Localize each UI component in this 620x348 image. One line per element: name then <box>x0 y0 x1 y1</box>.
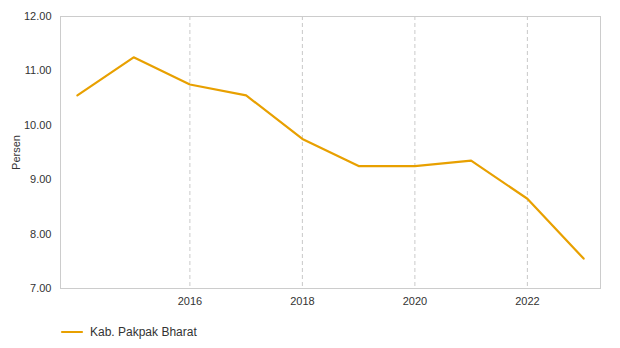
html-text:Kab. Pakpak Bharat: Kab. Pakpak Bharat <box>90 325 197 339</box>
svg-text:2020: 2020 <box>403 295 427 307</box>
svg-text:10.00: 10.00 <box>24 119 52 131</box>
svg-text:2018: 2018 <box>290 295 314 307</box>
svg-text:7.00: 7.00 <box>30 282 51 294</box>
svg-text:9.00: 9.00 <box>30 173 51 185</box>
svg-text:Persen: Persen <box>10 135 22 170</box>
svg-text:2022: 2022 <box>515 295 539 307</box>
svg-text:8.00: 8.00 <box>30 228 51 240</box>
svg-text:2016: 2016 <box>178 295 202 307</box>
svg-text:12.00: 12.00 <box>24 10 52 22</box>
svg-text:11.00: 11.00 <box>25 64 52 76</box>
